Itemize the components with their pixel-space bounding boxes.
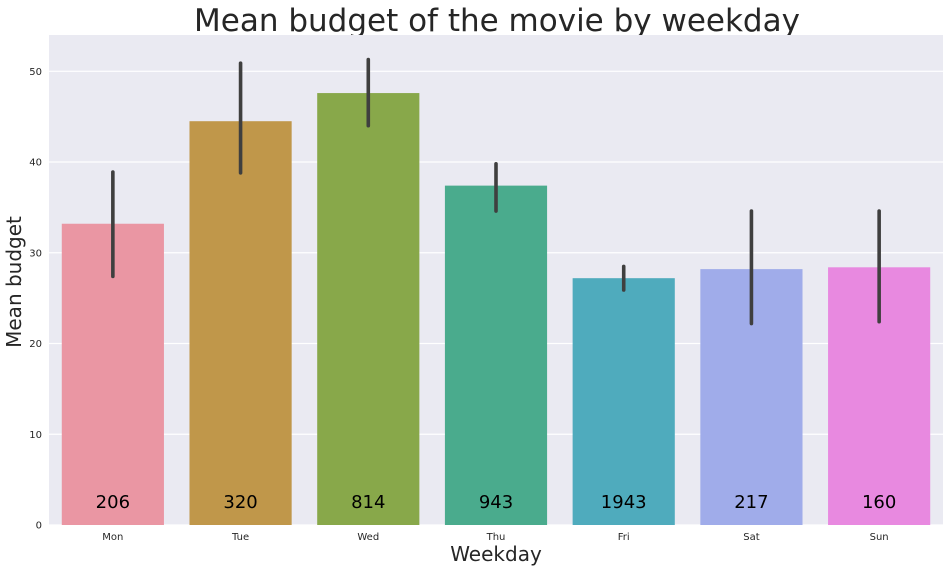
x-tick-label: Mon [102,532,123,543]
count-labels: 206 320 814 943 1943 217 160 [96,492,897,513]
bar [189,121,292,525]
x-tick-label: Sat [743,532,759,543]
y-tick-label: 0 [36,521,42,532]
chart-title: Mean budget of the movie by weekday [194,3,800,39]
error-bars [111,57,881,326]
y-tick-labels: 0 10 20 30 40 50 [29,67,42,532]
x-tick-label: Fri [618,532,630,543]
bar [444,185,548,525]
y-tick-label: 10 [29,430,42,441]
x-tick-label: Thu [486,532,506,543]
count-label: 206 [96,492,130,513]
y-tick-label: 50 [29,67,42,78]
y-tick-label: 30 [29,248,42,259]
y-tick-label: 40 [29,158,42,169]
x-tick-labels: Mon Tue Wed Thu Fri Sat Sun [102,532,888,543]
x-tick-label: Tue [231,532,249,543]
count-label: 217 [734,492,768,513]
y-axis-label: Mean budget [2,216,26,348]
x-tick-label: Wed [357,532,379,543]
y-tick-label: 20 [29,339,42,350]
count-label: 160 [862,492,896,513]
count-label: 943 [479,492,513,513]
count-label: 814 [351,492,385,513]
count-label: 320 [223,492,257,513]
x-axis-label: Weekday [450,542,542,566]
bar [572,278,675,525]
bar [317,93,420,526]
x-tick-label: Sun [870,532,889,543]
count-label: 1943 [601,492,647,513]
